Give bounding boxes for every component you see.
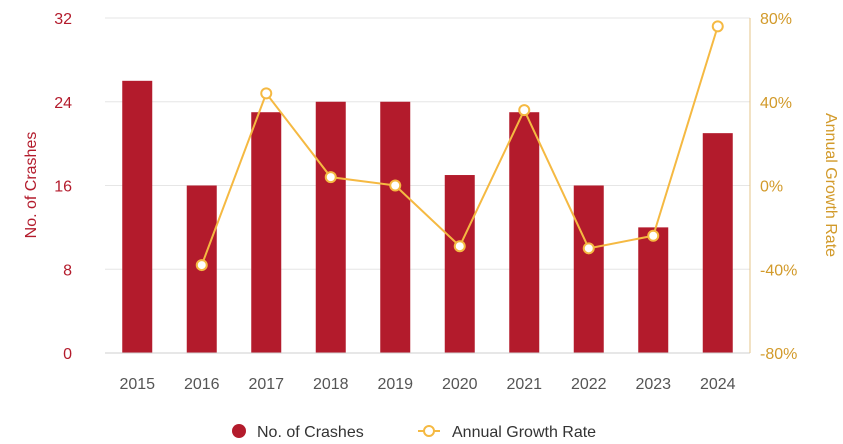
bar-2024[interactable] xyxy=(702,133,733,353)
x-tick-label: 2015 xyxy=(119,376,155,393)
y-tick-label: 24 xyxy=(54,95,72,112)
y2-tick-label: -40% xyxy=(760,262,797,279)
bar-2015[interactable] xyxy=(122,80,153,353)
bar-2022[interactable] xyxy=(573,185,604,354)
growth-point-2020[interactable] xyxy=(453,240,466,253)
growth-point-2016[interactable] xyxy=(195,259,208,272)
x-tick-label: 2018 xyxy=(313,376,349,393)
y-tick-label: 0 xyxy=(63,346,72,363)
bar-2021[interactable] xyxy=(509,112,540,353)
line-series xyxy=(195,20,724,272)
y2-tick-label: -80% xyxy=(760,346,797,363)
legend-item-crashes[interactable]: No. of Crashes xyxy=(232,424,364,441)
legend[interactable]: No. of Crashes Annual Growth Rate xyxy=(232,424,596,441)
growth-point-2024[interactable] xyxy=(711,20,724,33)
y-tick-label: 32 xyxy=(54,11,72,28)
y2-axis-title: Annual Growth Rate xyxy=(822,113,839,257)
x-tick-label: 2023 xyxy=(635,376,671,393)
y2-tick-label: 80% xyxy=(760,11,792,28)
growth-point-2017[interactable] xyxy=(260,87,273,100)
x-tick-label: 2022 xyxy=(571,376,607,393)
bar-2018[interactable] xyxy=(315,101,346,353)
growth-point-2019[interactable] xyxy=(389,179,402,192)
growth-point-2023[interactable] xyxy=(647,229,660,242)
growth-point-2018[interactable] xyxy=(324,171,337,184)
x-tick-label: 2021 xyxy=(506,376,542,393)
legend-line-marker xyxy=(423,425,435,437)
y-tick-label: 8 xyxy=(63,262,72,279)
x-tick-label: 2016 xyxy=(184,376,220,393)
x-tick-label: 2017 xyxy=(248,376,284,393)
growth-point-2021[interactable] xyxy=(518,104,531,117)
x-tick-label: 2024 xyxy=(700,376,736,393)
y2-tick-label: 0% xyxy=(760,179,783,196)
legend-item-growth[interactable]: Annual Growth Rate xyxy=(418,424,596,441)
legend-label-growth: Annual Growth Rate xyxy=(452,424,596,441)
bar-2020[interactable] xyxy=(444,175,475,353)
x-tick-label: 2019 xyxy=(377,376,413,393)
bar-2017[interactable] xyxy=(251,112,282,353)
y-axis-title: No. of Crashes xyxy=(23,132,40,239)
y-tick-label: 16 xyxy=(54,179,72,196)
bar-2023[interactable] xyxy=(638,227,669,353)
bar-series xyxy=(122,80,733,354)
bar-2019[interactable] xyxy=(380,101,411,353)
legend-label-crashes: No. of Crashes xyxy=(257,424,364,441)
x-tick-label: 2020 xyxy=(442,376,478,393)
growth-point-2022[interactable] xyxy=(582,242,595,255)
legend-bar-swatch xyxy=(232,424,246,438)
y2-tick-label: 40% xyxy=(760,95,792,112)
axes: 0 8 16 24 32 -80% -40% 0% 40% 80% 2015 2016 2017 2018… xyxy=(54,11,797,393)
